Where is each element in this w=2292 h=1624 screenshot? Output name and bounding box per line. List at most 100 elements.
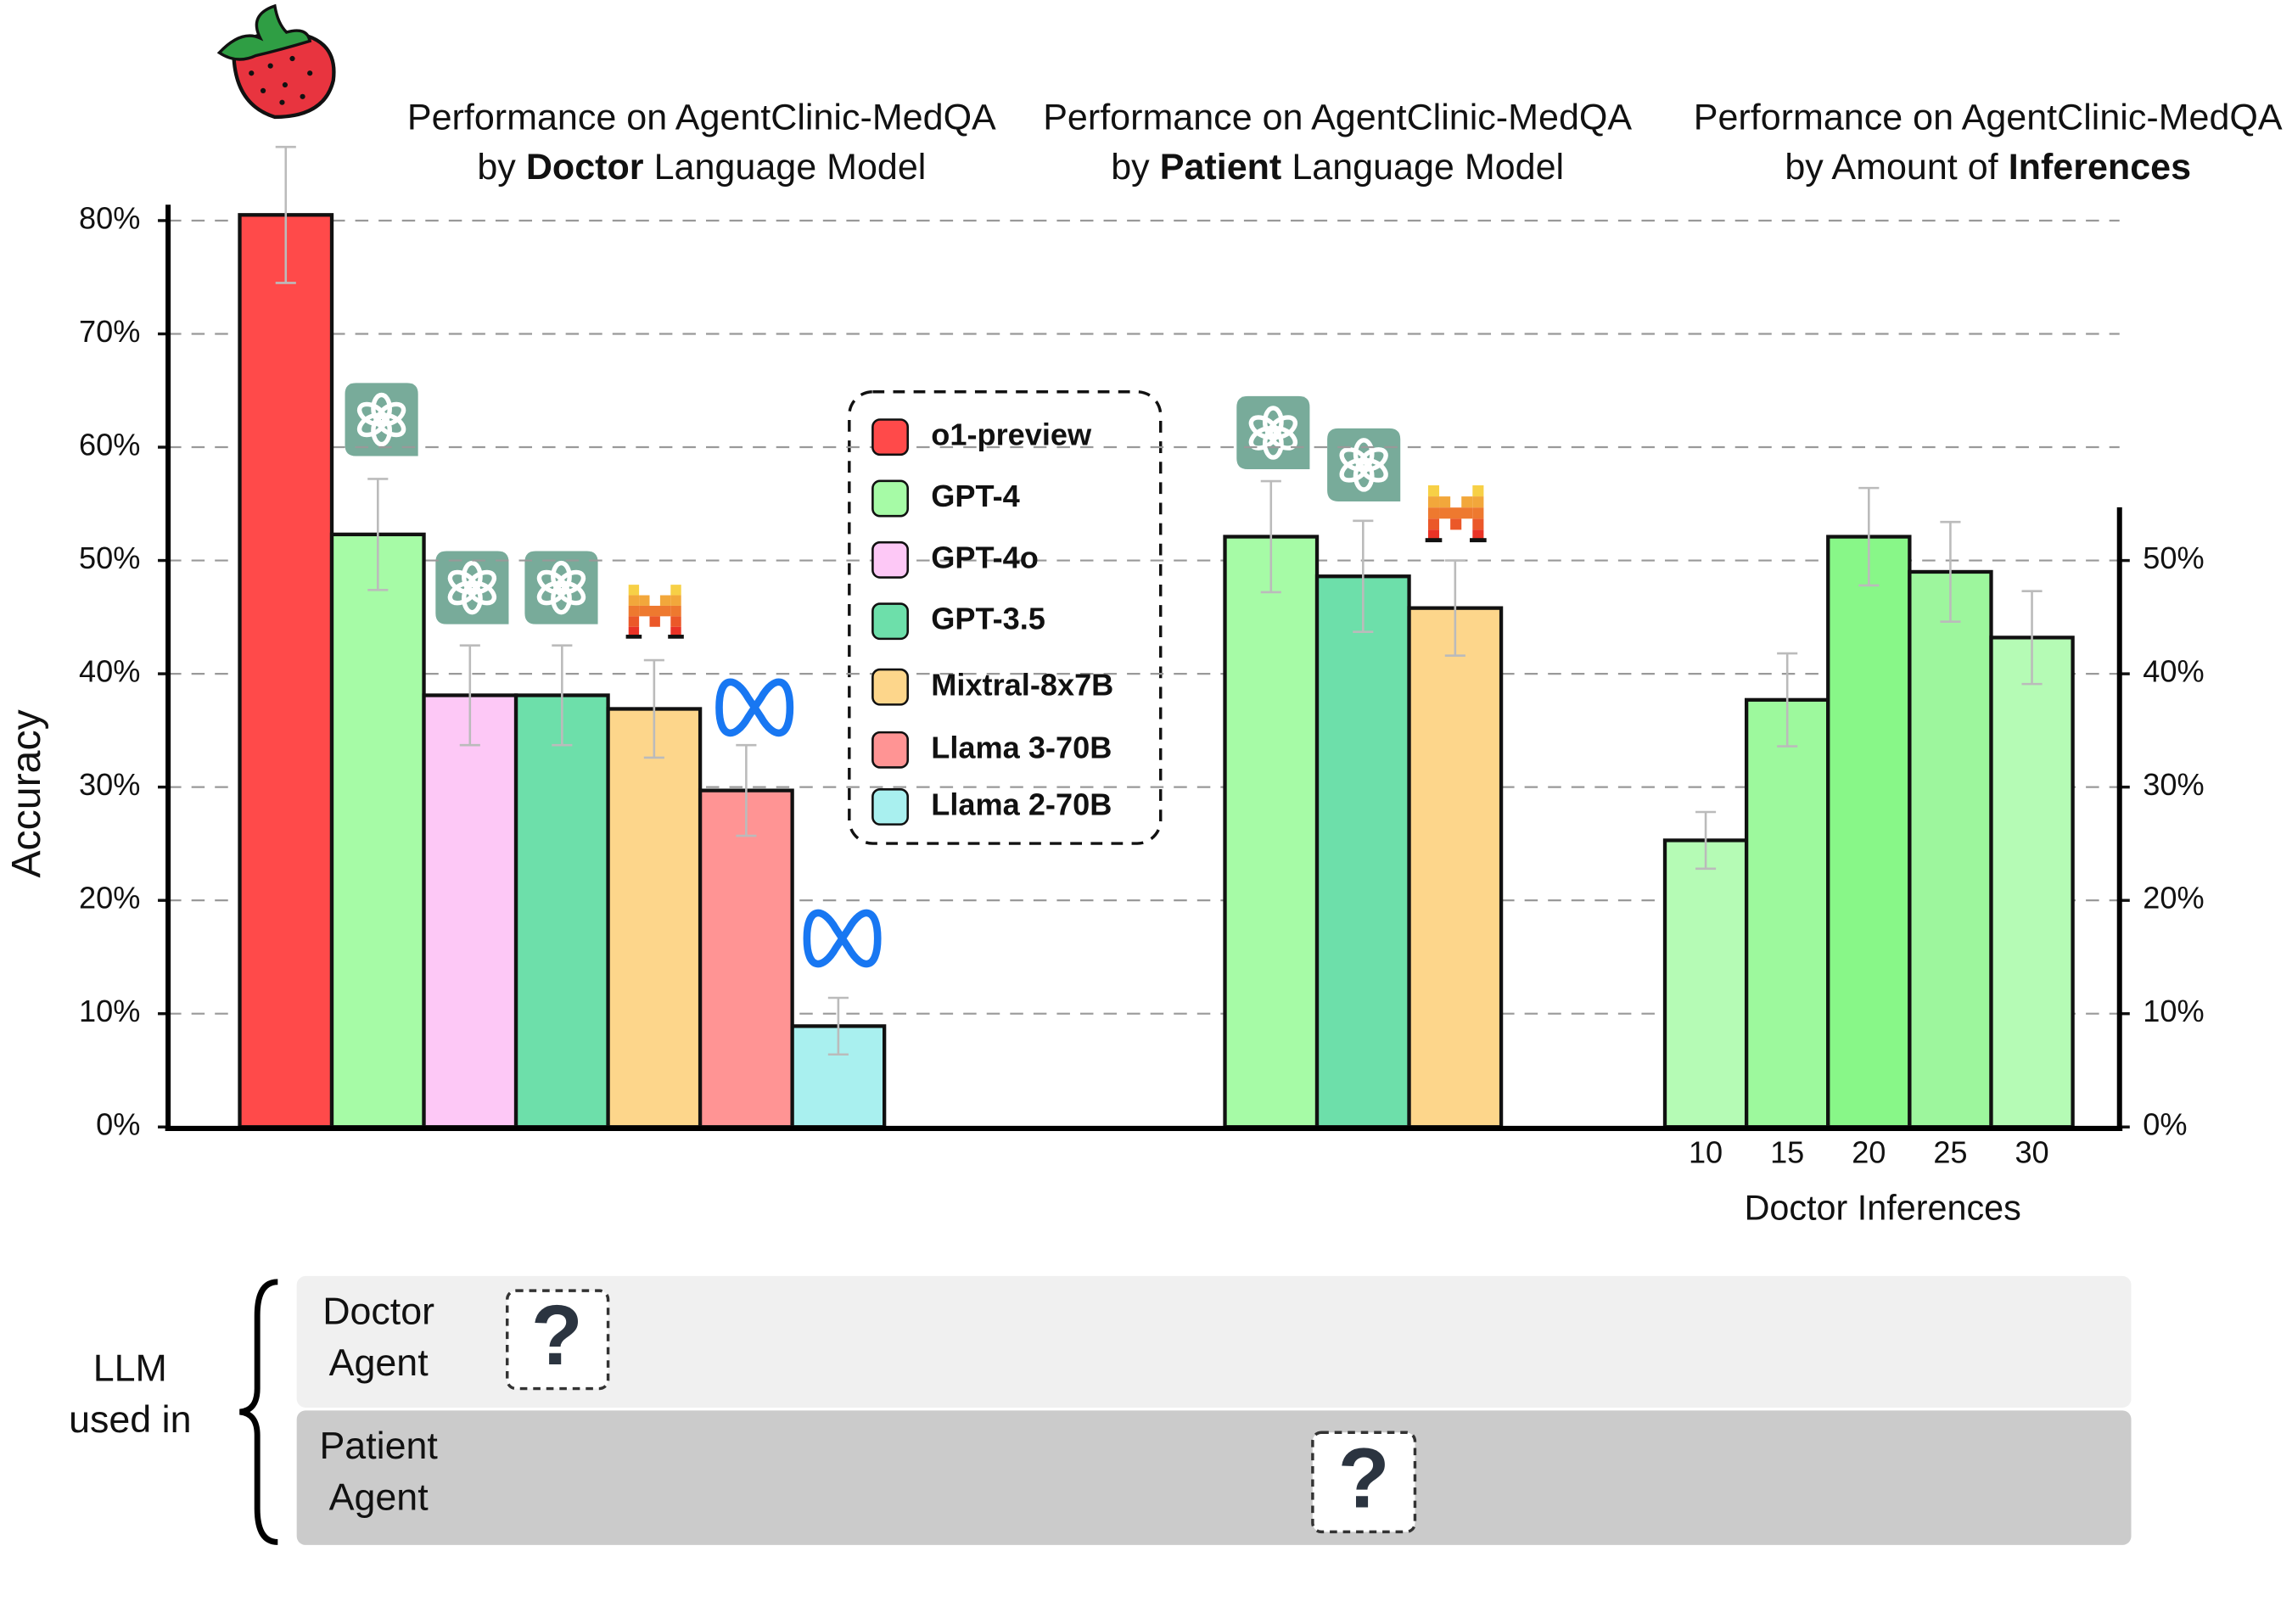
brace [238, 1279, 278, 1545]
legend-label: Llama 2-70B [931, 787, 1112, 822]
icon-px [628, 585, 640, 596]
y-tick-label: 0% [96, 1107, 140, 1142]
icon-px [1472, 529, 1484, 541]
icon-px [628, 616, 640, 627]
legend-label: GPT-3.5 [931, 602, 1045, 636]
title-part: by [1111, 147, 1150, 188]
y-tick-label: 10% [79, 994, 140, 1028]
seed [300, 93, 305, 99]
title-part: Language Model [1292, 147, 1564, 188]
bar [606, 707, 703, 1129]
icon-knot [356, 401, 387, 427]
chart-title: Performance on AgentClinic-MedQA [1694, 98, 2283, 138]
seed [260, 87, 266, 94]
legend-frame [848, 390, 1163, 845]
unknown-box [1311, 1431, 1417, 1534]
icon-px [628, 626, 640, 638]
bar [1223, 535, 1320, 1129]
icon-px [1427, 507, 1440, 519]
icon-px [668, 635, 684, 639]
icon-px [628, 605, 640, 617]
row-label: Doctor [322, 1291, 434, 1333]
legend-swatch [871, 668, 910, 706]
icon-px [1427, 518, 1440, 530]
row-label: Agent [329, 1476, 429, 1518]
legend-label: GPT-4 [931, 479, 1019, 513]
title-part: by [477, 147, 516, 188]
y-tick-label: 50% [79, 540, 140, 575]
chart-title: Performance on AgentClinic-MedQA [407, 98, 996, 138]
leaves [216, 3, 312, 61]
bar [238, 213, 334, 1129]
seed [279, 99, 285, 105]
legend-label: o1-preview [931, 417, 1092, 452]
title-part: Doctor [526, 147, 644, 188]
mistral-icon [625, 585, 684, 639]
icon-px [625, 635, 642, 639]
y-tick-label: 70% [79, 314, 140, 349]
y-tick-label: 40% [2143, 654, 2204, 689]
bar [513, 693, 610, 1129]
icon-px [670, 616, 681, 627]
icon-px [639, 605, 671, 617]
icon-knot [1339, 447, 1370, 472]
chart-title: by Amount of Inferences [1785, 147, 2191, 188]
legend-label: GPT-4o [931, 540, 1039, 574]
icon-px [670, 585, 681, 596]
seed [249, 70, 255, 76]
y-tick-label: 30% [79, 767, 140, 802]
bar [790, 1024, 887, 1129]
meta-icon [715, 678, 794, 736]
unknown-mark: ? [1338, 1432, 1390, 1526]
icon-bg [435, 551, 509, 624]
icon-px [659, 595, 671, 606]
openai-icon [345, 383, 418, 456]
icon-px [1472, 518, 1484, 530]
openai-icon [1327, 428, 1401, 501]
title-part: Patient [1160, 147, 1282, 188]
icon-bg [524, 551, 598, 624]
icon-px [1427, 529, 1440, 541]
icon-px [1472, 485, 1484, 497]
icon-bg [345, 383, 418, 456]
seed [289, 55, 295, 62]
icon-knot [1248, 415, 1279, 440]
seed [307, 70, 313, 76]
legend-swatch [871, 540, 910, 579]
chart-title: Performance on AgentClinic-MedQA [1043, 98, 1632, 138]
y-tick-label: 10% [2143, 994, 2204, 1028]
x-tick-label: 20 [1852, 1134, 1886, 1169]
y-tick-label: 20% [79, 881, 140, 916]
chart-title: by Doctor Language Model [477, 147, 926, 188]
bar [1662, 838, 1749, 1129]
legend-label: Mixtral-8x7B [931, 667, 1113, 702]
title-part: Inferences [2009, 147, 2191, 188]
icon-px [628, 595, 640, 606]
x-axis-label: Doctor Inferences [1745, 1188, 2021, 1227]
openai-icon [1236, 395, 1310, 470]
table-label: LLM [93, 1347, 167, 1390]
icon-knot [536, 569, 567, 595]
openai-icon [435, 551, 509, 624]
y-tick-label: 30% [2143, 767, 2204, 802]
icon-px [670, 626, 681, 638]
x-tick-label: 30 [2015, 1134, 2048, 1169]
y-axis-label: Accuracy [3, 708, 49, 877]
y-tick-label: 0% [2143, 1107, 2187, 1142]
unknown-box [506, 1289, 610, 1391]
icon-px [639, 595, 650, 606]
legend-label: Llama 3-70B [931, 730, 1112, 764]
chart-title: by Patient Language Model [1111, 147, 1564, 188]
bar [1407, 606, 1504, 1129]
icon-px [670, 605, 681, 617]
icon-bg [1236, 395, 1310, 470]
icon-px [670, 595, 681, 606]
title-part: by Amount of [1785, 147, 1998, 188]
legend-swatch [871, 602, 910, 641]
x-tick-label: 15 [1770, 1134, 1804, 1169]
bar [1989, 636, 2075, 1129]
bar [1908, 569, 1993, 1129]
icon-px [1439, 507, 1473, 519]
icon-px [1461, 496, 1473, 508]
